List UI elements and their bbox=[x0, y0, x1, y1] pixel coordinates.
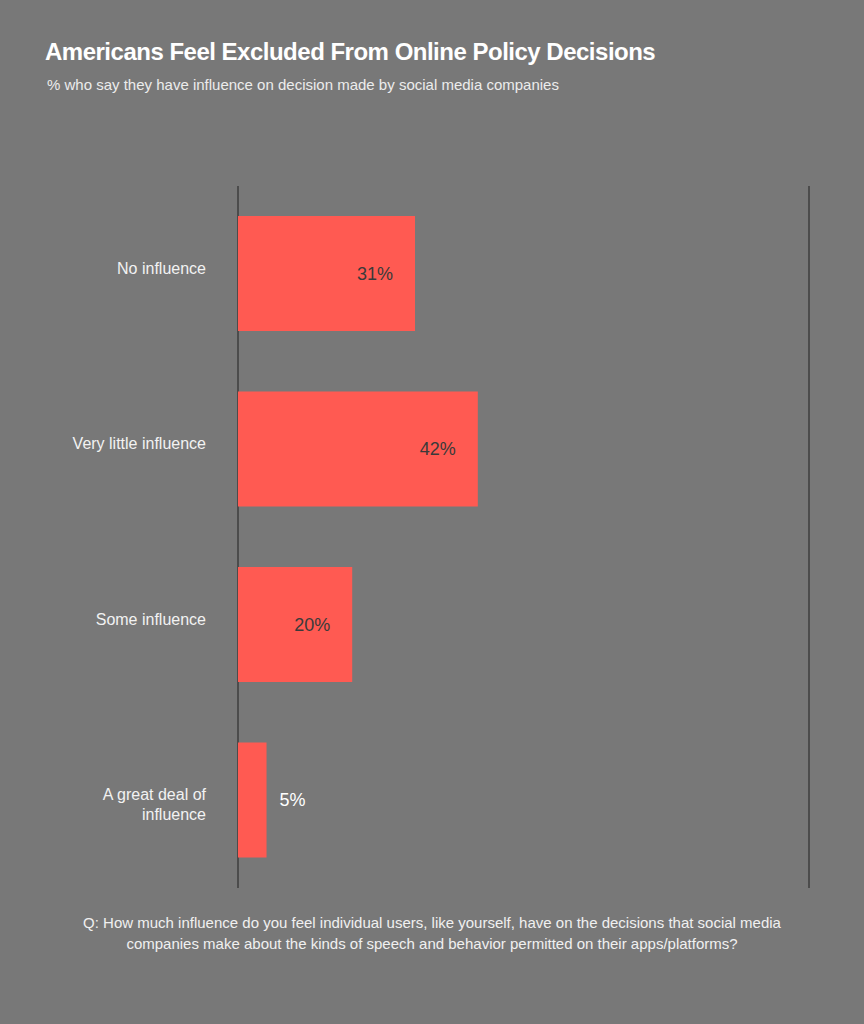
html-text:Americans Feel Excluded From O: Americans Feel Excluded From Online Poli… bbox=[45, 38, 656, 65]
svg-text:5%: 5% bbox=[280, 790, 306, 810]
svg-text:31%: 31% bbox=[357, 264, 393, 284]
html-text:Q: How much influence do you f: Q: How much influence do you feel indivi… bbox=[83, 914, 781, 952]
svg-text:No influence: No influence bbox=[117, 260, 206, 277]
svg-text:Very little influence: Very little influence bbox=[73, 435, 207, 452]
svg-text:20%: 20% bbox=[294, 615, 330, 635]
svg-text:Some influence: Some influence bbox=[96, 611, 206, 628]
svg-text:42%: 42% bbox=[420, 439, 456, 459]
html-text:% who say they have influence: % who say they have influence on decisio… bbox=[47, 76, 559, 93]
svg-text:A great deal ofinfluence: A great deal ofinfluence bbox=[103, 786, 207, 823]
